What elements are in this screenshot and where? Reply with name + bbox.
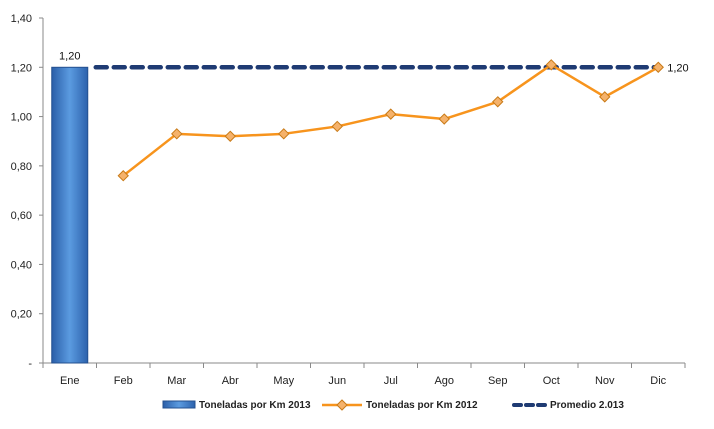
axes xyxy=(39,17,686,368)
line-point xyxy=(599,91,611,103)
line-point xyxy=(117,170,129,182)
x-tick-label: Ago xyxy=(434,375,454,387)
x-tick-label: Jun xyxy=(328,375,346,387)
x-tick-label: May xyxy=(273,375,294,387)
x-tick-label: Ene xyxy=(60,375,80,387)
legend-marker-line xyxy=(336,399,348,411)
bar-ene xyxy=(51,66,89,364)
y-tick-labels: - 0,20 0,40 0,60 0,80 1,00 1,20 1,40 xyxy=(11,13,33,370)
x-tick-label: Abr xyxy=(222,375,239,387)
line-point xyxy=(385,108,397,120)
line-point xyxy=(652,61,664,73)
line-point xyxy=(438,113,450,125)
legend-swatch-bar xyxy=(162,400,196,409)
x-tick-label: Jul xyxy=(384,375,398,387)
x-tick-label: Dic xyxy=(650,375,666,387)
line-point xyxy=(545,59,557,71)
legend-label-line: Toneladas por Km 2012 xyxy=(366,400,478,411)
line-point xyxy=(171,128,183,140)
x-tick-label: Nov xyxy=(595,375,615,387)
legend-label-bar: Toneladas por Km 2013 xyxy=(199,400,311,411)
y-tick-label: 0,60 xyxy=(11,210,32,222)
line-point xyxy=(224,130,236,142)
y-tick-label: 1,00 xyxy=(11,112,32,124)
bar-series xyxy=(51,66,89,364)
bar-data-label: 1,20 xyxy=(59,50,80,62)
y-tick-label: 1,40 xyxy=(11,13,32,25)
line-point xyxy=(492,96,504,108)
x-tick-labels: Ene Feb Mar Abr May Jun Jul Ago Sep Oct Nov Dic xyxy=(60,375,667,387)
line-point xyxy=(331,120,343,133)
data-labels: 1,20 1,20 xyxy=(59,50,689,74)
x-tick-label: Sep xyxy=(488,375,508,387)
line-point xyxy=(278,128,290,140)
x-tick-label: Mar xyxy=(167,375,186,387)
x-tick-label: Oct xyxy=(543,375,560,387)
x-tick-label: Feb xyxy=(114,375,133,387)
y-tick-label: 1,20 xyxy=(11,62,32,74)
line-series xyxy=(117,59,664,182)
y-tick-label: 0,40 xyxy=(11,259,32,271)
legend-label-average: Promedio 2.013 xyxy=(550,400,624,411)
line-2012 xyxy=(122,63,659,177)
y-tick-label: 0,20 xyxy=(11,309,32,321)
average-data-label: 1,20 xyxy=(667,62,688,74)
y-tick-label: - xyxy=(28,358,32,370)
y-tick-label: 0,80 xyxy=(11,161,32,173)
legend: Toneladas por Km 2013 Toneladas por Km 20… xyxy=(162,399,624,411)
